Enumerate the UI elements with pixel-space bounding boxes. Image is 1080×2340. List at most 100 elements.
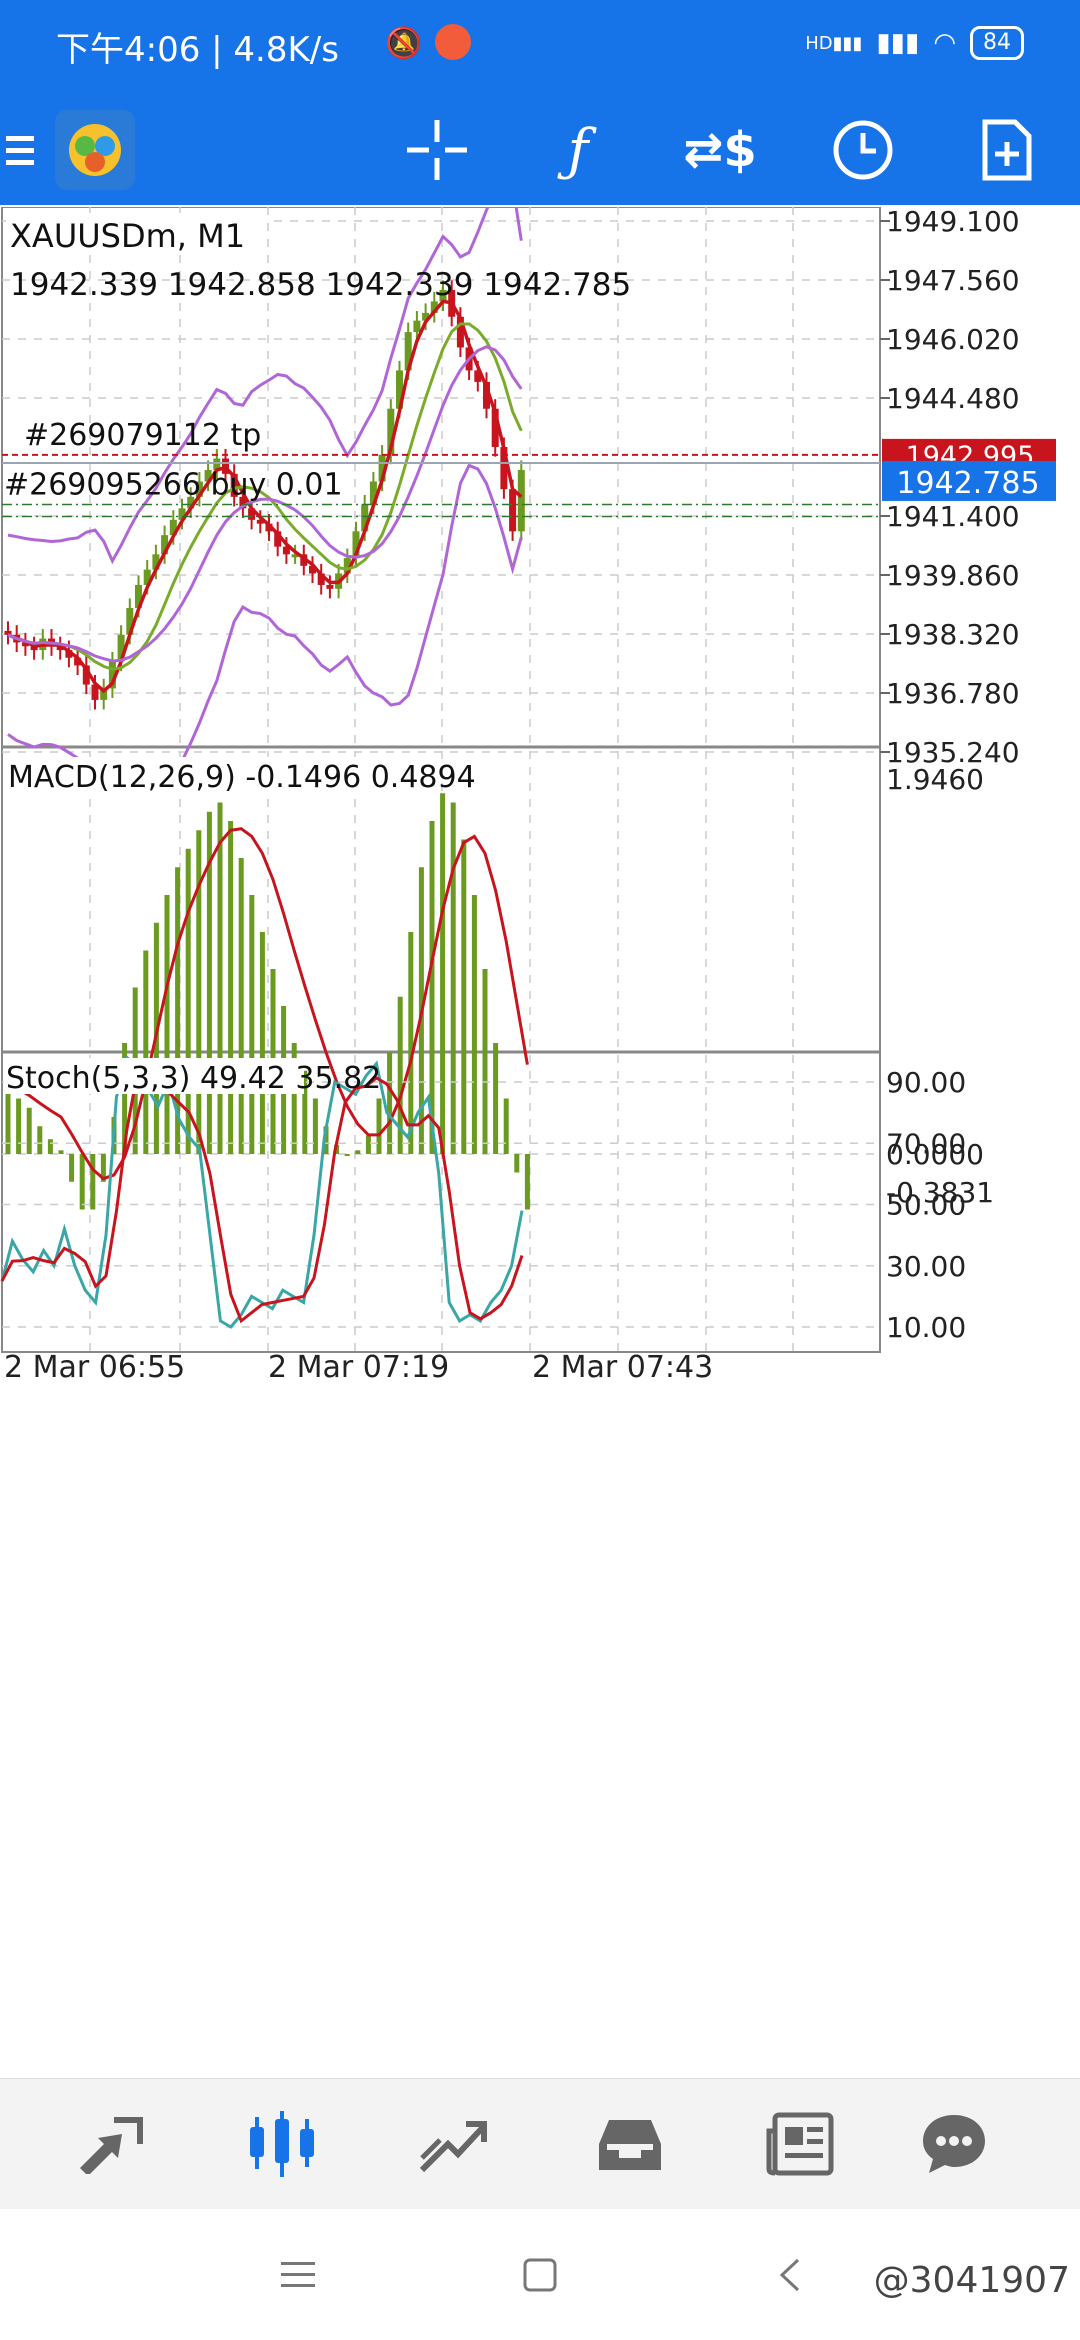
candle-body (430, 301, 438, 313)
candle-body (213, 458, 221, 471)
macd-histogram-bar (355, 1150, 361, 1155)
time-tick-label: 2 Mar 06:55 (4, 1350, 185, 1385)
macd-histogram-bar (524, 1154, 530, 1210)
candle-body (282, 546, 290, 555)
candle-body (474, 370, 482, 382)
label-bg (4, 1058, 304, 1094)
candle-body (361, 504, 369, 532)
candle-body (509, 489, 517, 532)
price-tick-label: 1947.560 (886, 264, 1020, 297)
macd-histogram-bar (461, 839, 467, 1155)
candle-body (74, 657, 82, 666)
current-price-box (882, 460, 1056, 501)
menu-icon[interactable] (268, 2245, 328, 2305)
macd-label: MACD(12,26,9) -0.1496 0.4894 (8, 760, 476, 795)
signal-icon: ▮▮▮ (876, 28, 920, 58)
macd-histogram-bar (238, 858, 244, 1155)
status-time-info: 下午4:06 | 4.8K/s (56, 30, 339, 70)
macd-histogram-bar (323, 1126, 329, 1155)
candle-body (309, 565, 316, 574)
trade-icon[interactable] (384, 2079, 524, 2209)
macd-histogram-bar (175, 867, 181, 1155)
macd-tick-label: 0.0000 (886, 1138, 984, 1171)
news-icon[interactable] (730, 2079, 870, 2209)
history-icon[interactable] (560, 2079, 700, 2209)
indicators-icon[interactable]: ƒ (567, 117, 589, 183)
buy-order-label: #269095266 buy 0.01 (4, 468, 343, 503)
macd-histogram-bar (397, 996, 403, 1155)
macd-histogram-bar (249, 895, 255, 1155)
candle-body (422, 312, 430, 321)
candle-body (369, 481, 377, 505)
candle-body (21, 642, 29, 647)
macd-histogram-bar (37, 1126, 43, 1155)
new-order-icon[interactable] (952, 95, 1062, 205)
candle-body (91, 684, 99, 700)
macd-histogram-bar (503, 1098, 509, 1155)
quotes-icon[interactable] (40, 2079, 180, 2209)
price-tick-label: 1936.780 (886, 677, 1020, 710)
macd-histogram-bar (58, 1150, 64, 1155)
home-icon[interactable] (510, 2245, 570, 2305)
watermark: @3041907 (873, 2260, 1070, 2301)
chart-svg[interactable]: 1949.100 1947.560 1946.020 1944.480 1941.400… (0, 207, 1080, 2077)
candle-body (82, 665, 90, 685)
macd-histogram-bar (196, 830, 202, 1155)
chart-icon[interactable] (212, 2079, 352, 2209)
chat-icon[interactable] (884, 2079, 1024, 2209)
label-bg (4, 757, 364, 793)
macd-histogram-bar (493, 1043, 499, 1155)
status-icons: HD▮▮▮ ▮▮▮ ◠ 84 (805, 26, 1024, 60)
metatrader-logo-icon[interactable] (40, 95, 150, 205)
candle-body (404, 332, 412, 371)
crosshair-icon[interactable] (382, 95, 492, 205)
chart-area[interactable]: 1949.100 1947.560 1946.020 1944.480 1941.400… (0, 207, 1080, 2077)
macd-histogram-bar (100, 1154, 106, 1182)
macd-histogram-bar (429, 821, 435, 1155)
ohlc-label: 1942.339 1942.858 1942.339 1942.785 (10, 267, 631, 303)
candle-body (161, 535, 169, 555)
macd-histogram-bar (482, 969, 488, 1155)
price-tick-label: 1939.860 (886, 559, 1020, 592)
candle-body (439, 289, 447, 302)
candle-body (274, 531, 282, 547)
candle-body (187, 496, 195, 509)
candle-body (491, 408, 499, 448)
candle-body (317, 573, 325, 585)
timeframe-clock-icon[interactable] (808, 95, 918, 205)
macd-histogram-bar (143, 950, 149, 1155)
macd-histogram-bar (185, 848, 191, 1155)
macd-tick-label: -0.3831 (886, 1176, 994, 1209)
stoch-tick-label: 50.00 (886, 1189, 966, 1222)
candle-body (65, 650, 73, 658)
back-icon[interactable] (760, 2245, 820, 2305)
candle-body (100, 688, 108, 700)
macd-histogram-bar (408, 932, 414, 1155)
stoch-label: Stoch(5,3,3) 49.42 35.82 (6, 1061, 381, 1096)
macd-histogram-bar (291, 1043, 297, 1155)
price-tick-label: 1941.400 (886, 500, 1020, 533)
red-moving-average (7, 299, 523, 694)
macd-signal-line (7, 827, 529, 1181)
macd-histogram-bar (5, 1080, 11, 1155)
symbol-change-icon[interactable]: ⇄$ (683, 122, 757, 178)
macd-histogram-bar (164, 895, 170, 1155)
stoch-tick-label: 70.00 (886, 1127, 966, 1160)
candle-body (195, 481, 203, 497)
price-tick-label: 1949.100 (886, 207, 1020, 238)
current-price-text: 1942.785 (896, 466, 1039, 501)
candle-body (204, 470, 212, 482)
green-moving-average (7, 322, 523, 671)
macd-histogram-bar (69, 1154, 75, 1182)
candle-body (396, 370, 403, 409)
macd-histogram-bar (90, 1154, 96, 1210)
candle-body (265, 523, 273, 532)
wifi-icon: ◠ (933, 28, 956, 58)
macd-histogram-bar (217, 802, 223, 1155)
bollinger-upper (7, 207, 523, 565)
system-navigation-bar (0, 2210, 1080, 2340)
candle-body (256, 519, 264, 524)
battery-icon: 84 (970, 26, 1024, 60)
hamburger-menu-icon[interactable] (0, 95, 40, 205)
macd-histogram-bar (387, 1052, 393, 1155)
